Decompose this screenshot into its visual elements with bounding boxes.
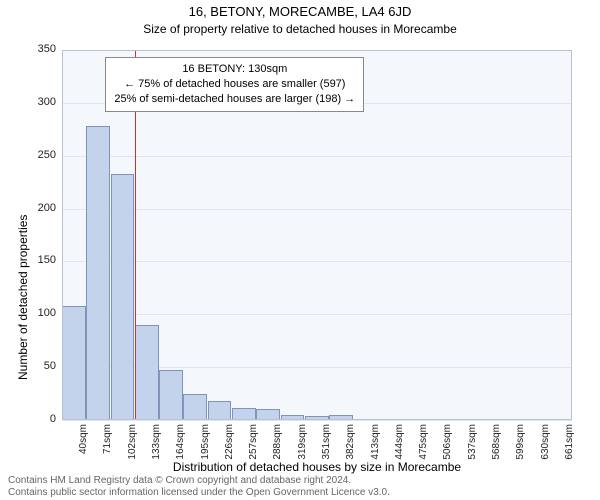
y-axis-label: Number of detached properties [16,215,30,380]
address-title: 16, BETONY, MORECAMBE, LA4 6JD [0,4,600,19]
footer-line-2: Contains public sector information licen… [8,487,390,498]
y-gridline [62,314,572,315]
histogram-bar [208,401,232,420]
chart-subtitle: Size of property relative to detached ho… [0,22,600,36]
histogram-bar [256,409,280,420]
y-tick-label: 300 [20,96,62,108]
histogram-bar [281,415,305,420]
histogram-bar [329,415,353,420]
histogram-bar [378,419,402,420]
histogram-bar [402,419,426,420]
y-tick-label: 250 [20,149,62,161]
histogram-bar [426,419,450,420]
annotation-line: 16 BETONY: 130sqm [114,62,355,77]
y-gridline [62,156,572,157]
histogram-bar [451,419,475,420]
histogram-chart: 05010015020025030035040sqm71sqm102sqm133… [62,50,572,420]
y-gridline [62,209,572,210]
page: { "title_line1": "16, BETONY, MORECAMBE,… [0,0,600,500]
histogram-bar [232,408,256,420]
annotation-box: 16 BETONY: 130sqm← 75% of detached house… [105,57,364,112]
histogram-bar [111,174,135,420]
histogram-bar [62,306,86,420]
histogram-bar [305,416,329,420]
histogram-bar [135,325,159,420]
histogram-bar [548,419,572,420]
y-gridline [62,261,572,262]
footer-line-1: Contains HM Land Registry data © Crown c… [8,475,351,486]
x-axis-label: Distribution of detached houses by size … [62,460,572,474]
y-tick-label: 350 [20,43,62,55]
histogram-bar [353,419,377,420]
histogram-bar [86,126,110,420]
histogram-bar [475,419,499,420]
histogram-bar [523,419,547,420]
annotation-line: 25% of semi-detached houses are larger (… [114,92,355,107]
y-tick-label: 0 [20,413,62,425]
y-tick-label: 200 [20,202,62,214]
histogram-bar [183,394,207,420]
histogram-bar [499,419,523,420]
y-gridline [62,420,572,421]
histogram-bar [159,370,183,420]
annotation-line: ← 75% of detached houses are smaller (59… [114,77,355,92]
y-gridline [62,50,572,51]
